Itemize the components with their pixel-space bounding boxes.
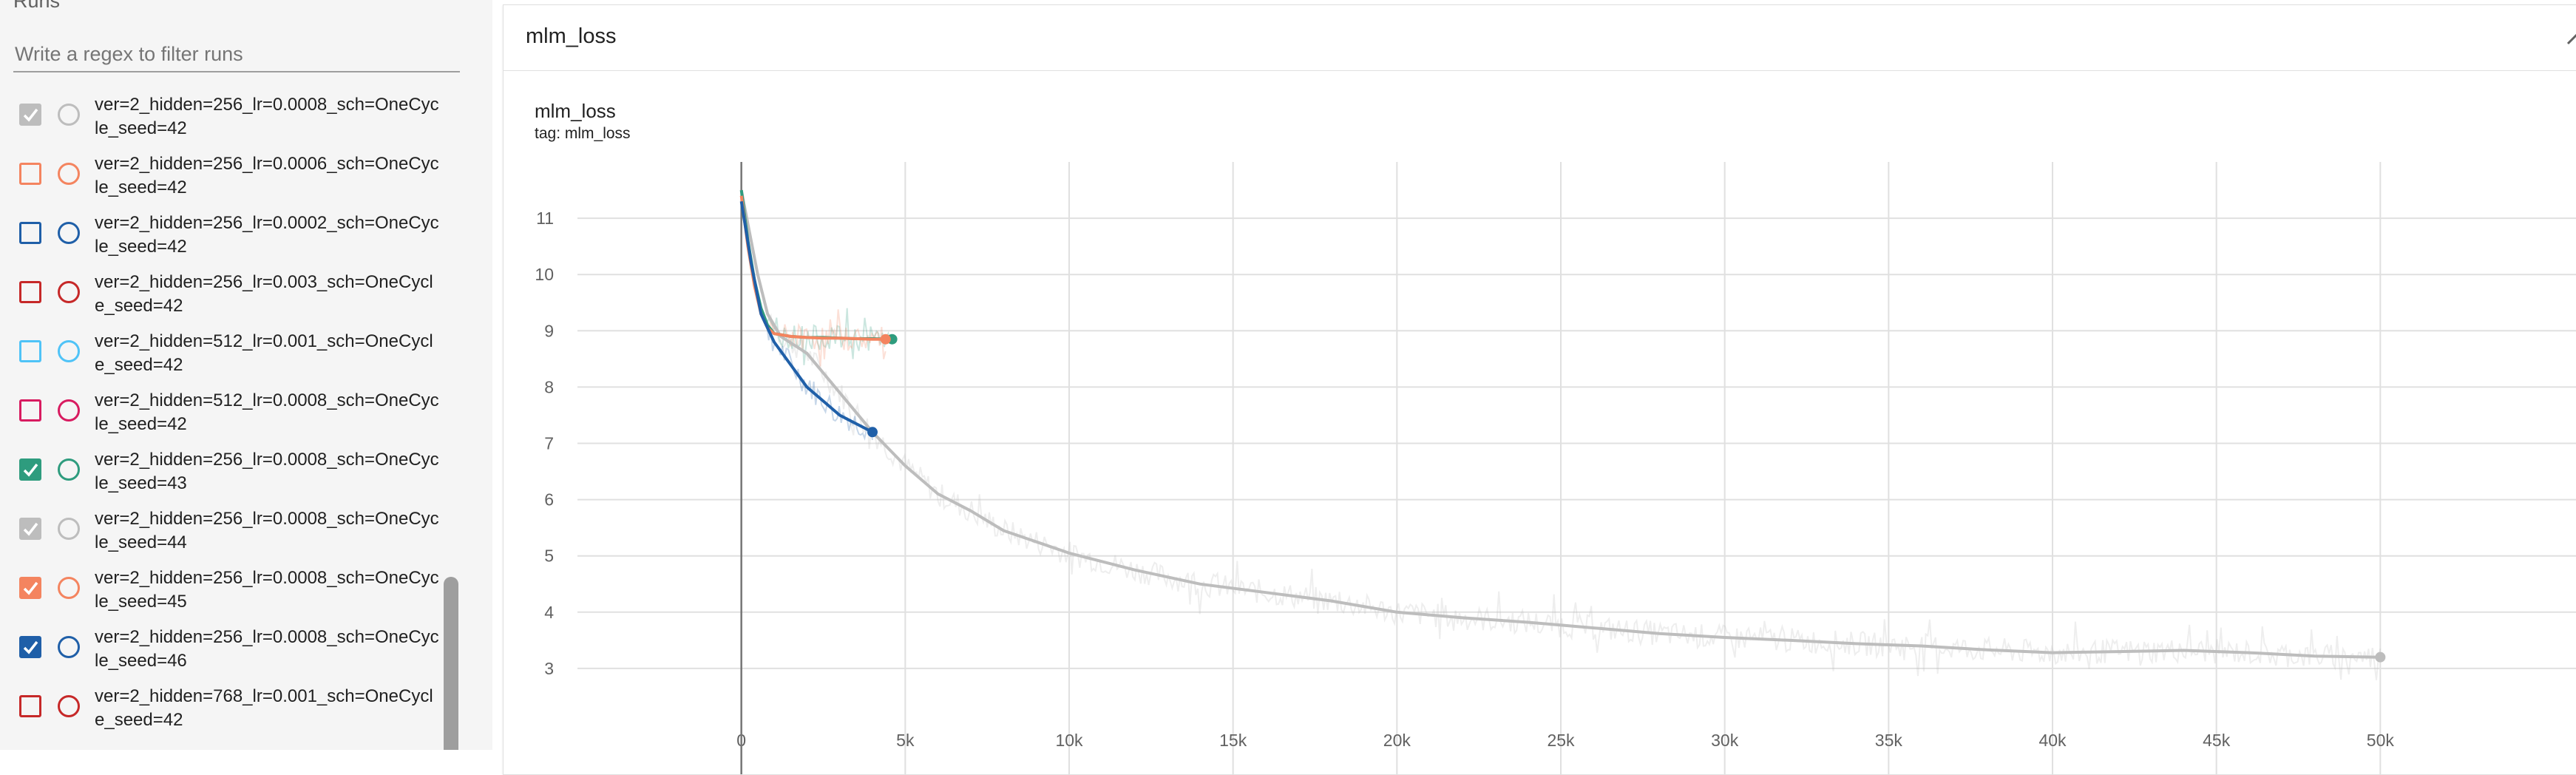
run-label: ver=2_hidden=256_lr=0.0008_sch=OneCycle_… (95, 627, 439, 671)
chart-card-title: mlm_loss (535, 100, 616, 122)
run-label: ver=2_hidden=512_lr=0.001_sch=OneCycle_s… (95, 331, 433, 375)
panel-title: mlm_loss (526, 24, 617, 48)
run-label: ver=2_hidden=256_lr=0.0008_sch=OneCycle_… (95, 450, 439, 493)
x-tick-label: 20k (1383, 731, 1411, 750)
run-item[interactable]: ver=2_hidden=256_lr=0.0008_sch=OneCycle_… (0, 87, 444, 146)
y-tick-label: 11 (536, 209, 554, 228)
radio-icon[interactable] (58, 281, 80, 303)
checkbox-checked-icon[interactable] (19, 518, 41, 540)
run-item[interactable]: ver=2_hidden=256_lr=0.0008_sch=OneCycle_… (0, 620, 444, 679)
x-tick-label: 45k (2203, 731, 2231, 750)
chart-card-tag: tag: mlm_loss (535, 125, 631, 142)
radio-icon[interactable] (58, 399, 80, 422)
series-end-marker (880, 334, 891, 345)
radio-icon[interactable] (58, 104, 80, 126)
radio-icon[interactable] (58, 518, 80, 540)
run-list: ver=2_hidden=256_lr=0.0008_sch=OneCycle_… (0, 87, 444, 738)
run-item[interactable]: ver=2_hidden=256_lr=0.0008_sch=OneCycle_… (0, 501, 444, 561)
x-tick-label: 40k (2038, 731, 2067, 750)
checkbox-icon[interactable] (19, 340, 41, 362)
collapse-chevron-icon[interactable] (2555, 17, 2576, 61)
runs-sidebar: Runs ver=2_hidden=256_lr=0.0008_sch=OneC… (0, 0, 492, 750)
runs-title: Runs (13, 0, 61, 12)
chart-panel: mlm_loss mlm_loss tag: mlm_loss 05k10k15… (503, 4, 2576, 775)
radio-icon[interactable] (58, 163, 80, 185)
checkbox-icon[interactable] (19, 281, 41, 303)
checkbox-icon[interactable] (19, 399, 41, 422)
run-item[interactable]: ver=2_hidden=256_lr=0.0006_sch=OneCycle_… (0, 146, 444, 206)
run-item[interactable]: ver=2_hidden=512_lr=0.0008_sch=OneCycle_… (0, 383, 444, 442)
x-tick-label: 30k (1711, 731, 1739, 750)
run-item[interactable]: ver=2_hidden=256_lr=0.0008_sch=OneCycle_… (0, 561, 444, 620)
run-label: ver=2_hidden=256_lr=0.0006_sch=OneCycle_… (95, 154, 439, 197)
checkbox-icon[interactable] (19, 222, 41, 244)
checkbox-checked-icon[interactable] (19, 104, 41, 126)
y-tick-label: 6 (544, 490, 554, 510)
x-tick-label: 5k (896, 731, 915, 750)
run-item[interactable]: ver=2_hidden=256_lr=0.003_sch=OneCycle_s… (0, 265, 444, 324)
series-raw-trace (740, 201, 873, 441)
x-tick-label: 25k (1547, 731, 1575, 750)
y-tick-label: 7 (544, 434, 554, 453)
series-line (739, 200, 873, 434)
y-tick-label: 4 (544, 603, 554, 622)
y-tick-label: 9 (544, 321, 554, 340)
run-label: ver=2_hidden=768_lr=0.001_sch=OneCycle_s… (95, 686, 433, 730)
run-item[interactable]: ver=2_hidden=512_lr=0.001_sch=OneCycle_s… (0, 324, 444, 383)
y-tick-label: 8 (544, 377, 554, 396)
run-label: ver=2_hidden=256_lr=0.0002_sch=OneCycle_… (95, 213, 439, 257)
radio-icon[interactable] (58, 340, 80, 362)
y-tick-label: 10 (535, 265, 554, 284)
series-raw-trace (740, 195, 887, 367)
series-end-marker (2375, 652, 2386, 663)
run-label: ver=2_hidden=256_lr=0.003_sch=OneCycle_s… (95, 272, 433, 316)
run-label: ver=2_hidden=256_lr=0.0008_sch=OneCycle_… (95, 95, 439, 138)
series-line (739, 189, 2381, 659)
y-tick-label: 3 (544, 659, 554, 678)
x-tick-label: 15k (1219, 731, 1247, 750)
run-item[interactable]: ver=2_hidden=768_lr=0.001_sch=OneCycle_s… (0, 679, 444, 738)
radio-icon[interactable] (58, 222, 80, 244)
series-end-marker (867, 427, 878, 438)
checkbox-checked-icon[interactable] (19, 636, 41, 658)
x-tick-label: 35k (1875, 731, 1903, 750)
run-item[interactable]: ver=2_hidden=256_lr=0.0002_sch=OneCycle_… (0, 206, 444, 265)
loss-chart[interactable]: 05k10k15k20k25k30k35k40k45k50k3456789101… (504, 5, 2576, 774)
run-label: ver=2_hidden=256_lr=0.0008_sch=OneCycle_… (95, 568, 439, 612)
run-filter-input[interactable] (13, 37, 460, 72)
run-label: ver=2_hidden=256_lr=0.0008_sch=OneCycle_… (95, 509, 439, 552)
sidebar-scrollbar[interactable] (444, 577, 458, 750)
checkbox-icon[interactable] (19, 695, 41, 717)
run-label: ver=2_hidden=512_lr=0.0008_sch=OneCycle_… (95, 390, 439, 434)
run-item[interactable]: ver=2_hidden=256_lr=0.0008_sch=OneCycle_… (0, 442, 444, 501)
checkbox-checked-icon[interactable] (19, 458, 41, 481)
panel-header[interactable]: mlm_loss (504, 5, 2576, 71)
radio-icon[interactable] (58, 577, 80, 599)
radio-icon[interactable] (58, 695, 80, 717)
x-tick-label: 10k (1055, 731, 1083, 750)
radio-icon[interactable] (58, 636, 80, 658)
radio-icon[interactable] (58, 458, 80, 481)
checkbox-checked-icon[interactable] (19, 577, 41, 599)
y-tick-label: 5 (544, 546, 554, 566)
checkbox-icon[interactable] (19, 163, 41, 185)
x-tick-label: 50k (2367, 731, 2395, 750)
